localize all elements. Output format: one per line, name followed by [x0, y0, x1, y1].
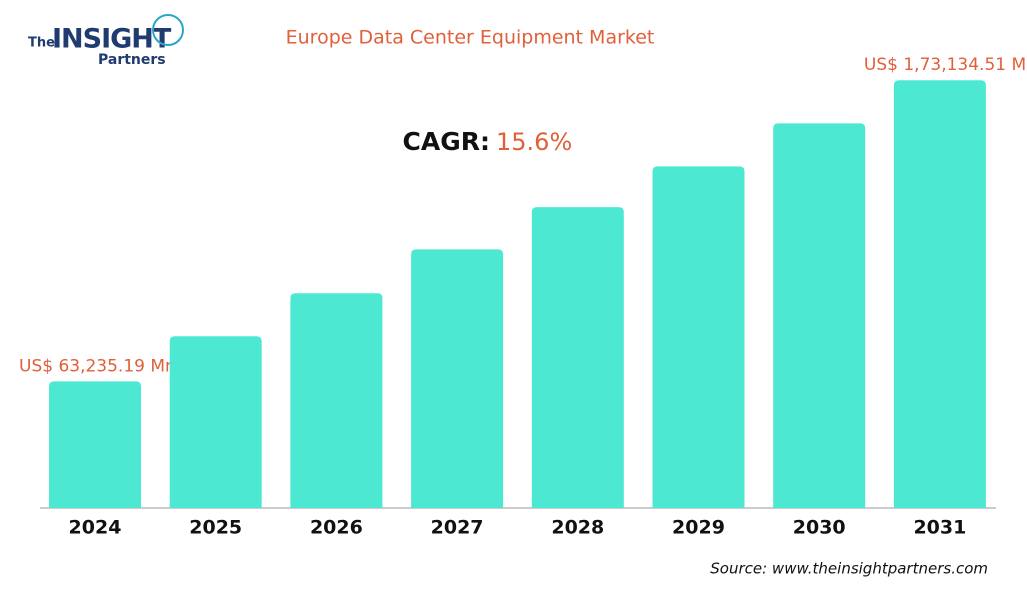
bar	[290, 293, 383, 508]
bar	[531, 207, 624, 508]
chart-title: Europe Data Center Equipment Market	[286, 27, 655, 49]
logo-partners: Partners	[98, 52, 166, 68]
bar	[49, 381, 141, 508]
bar	[893, 80, 986, 508]
x-tick-label: 2028	[551, 517, 604, 539]
bar	[773, 123, 866, 509]
x-tick-label: 2026	[310, 517, 363, 539]
x-tick-label: 2030	[793, 517, 846, 539]
bar	[169, 336, 262, 508]
cagr-value: 15.6%	[496, 128, 572, 156]
x-tick-label: 2024	[69, 517, 122, 539]
x-tick-label: 2027	[431, 517, 484, 539]
logo-the: The	[28, 36, 55, 51]
cagr-label: CAGR:	[403, 127, 490, 156]
bar	[652, 166, 745, 508]
source: Source: www.theinsightpartners.com	[710, 560, 988, 578]
x-tick-label: 2031	[913, 517, 966, 539]
value-label: US$ 1,73,134.51 Mn	[864, 55, 1027, 75]
value-label: US$ 63,235.19 Mn	[19, 356, 176, 376]
bar	[411, 249, 504, 508]
logo-ring	[152, 14, 184, 46]
x-tick-label: 2029	[672, 517, 725, 539]
x-tick-label: 2025	[189, 517, 242, 539]
